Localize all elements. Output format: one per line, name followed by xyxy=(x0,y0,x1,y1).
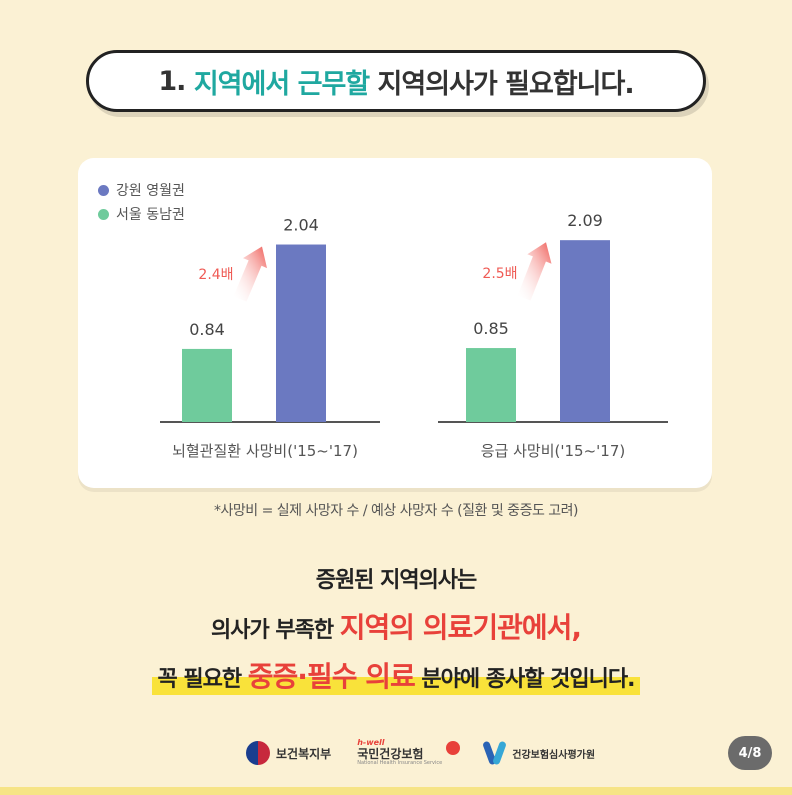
chart-legend: 강원 영월권 서울 동남권 xyxy=(98,178,185,226)
title-highlight-1: 지역에서 xyxy=(193,68,290,100)
message-line-3-pre: 꼭 필요한 xyxy=(157,667,248,692)
page-title: 1. 지역에서 근무할 지역의사가 필요합니다. xyxy=(86,50,706,112)
title-rest: 지역의사가 필요합니다. xyxy=(377,68,635,100)
chart-2-ratio-arrow xyxy=(517,242,552,301)
message-line-2-red: 지역의 의료기관에서, xyxy=(339,611,582,644)
logo-nhis-text: 국민건강보험 xyxy=(357,747,424,762)
chart-2-data-label-2: 2.09 xyxy=(567,211,603,230)
footnote: *사망비 = 실제 사망자 수 / 예상 사망자 수 (질환 및 중증도 고려) xyxy=(213,503,579,519)
logo-nhis-english: National Health Insurance Service xyxy=(357,760,443,767)
logo-mohw-text: 보건복지부 xyxy=(276,746,332,761)
page-number-badge: 4/8 xyxy=(728,736,772,770)
legend-swatch-gangwon xyxy=(98,184,109,196)
heart-icon xyxy=(446,740,461,755)
logo-hira: 건강보험심사평가원 xyxy=(482,740,596,766)
legend-item-gangwon: 강원 영월권 xyxy=(98,178,185,202)
legend-item-seoul: 서울 동남권 xyxy=(98,202,185,226)
taegeuk-icon xyxy=(246,741,270,765)
chart-1-ratio-arrow xyxy=(233,246,267,302)
chart-2-bar-1 xyxy=(466,348,516,422)
chart-2-bar-2 xyxy=(560,240,610,422)
legend-swatch-seoul xyxy=(98,208,109,220)
chart-1-bar-1 xyxy=(182,348,232,422)
chart-1-ratio-label: 2.4배 xyxy=(198,267,233,283)
logo-hira-text: 건강보험심사평가원 xyxy=(512,749,596,761)
message-line-1: 증원된 지역의사는 xyxy=(315,568,478,593)
chart-1-x-label: 뇌혈관질환 사망비('15~'17) xyxy=(172,442,358,460)
logo-nhis: h-well 국민건강보험 National Health Insurance … xyxy=(357,738,461,767)
legend-label-gangwon: 강원 영월권 xyxy=(116,183,185,199)
bottom-bar xyxy=(0,787,792,795)
message-line-3-post: 분야에 종사할 것입니다. xyxy=(414,667,635,692)
footer-logos: 보건복지부 h-well 국민건강보험 National Health Insu… xyxy=(246,738,621,768)
legend-label-seoul: 서울 동남권 xyxy=(116,207,185,223)
message-line-2: 의사가 부족한 지역의 의료기관에서, xyxy=(0,606,792,646)
hira-icon xyxy=(482,740,508,766)
title-prefix: 1. xyxy=(158,65,186,97)
message-line-3-highlight: 꼭 필요한 중증·필수 의료 분야에 종사할 것입니다. xyxy=(151,655,641,695)
logo-nhis-text-group: h-well 국민건강보험 National Health Insurance … xyxy=(357,738,443,767)
message-line-3-red: 중증·필수 의료 xyxy=(247,660,416,693)
title-highlight-2: 근무할 xyxy=(297,68,371,100)
logo-mohw: 보건복지부 xyxy=(246,741,331,765)
chart-2-x-label: 응급 사망비('15~'17) xyxy=(481,442,625,460)
message-line-2-pre: 의사가 부족한 xyxy=(211,618,340,643)
chart-1-bar-2 xyxy=(276,244,326,422)
message-line-3: 꼭 필요한 중증·필수 의료 분야에 종사할 것입니다. xyxy=(0,655,792,695)
chart-2-ratio-label: 2.5배 xyxy=(482,266,517,282)
chart-1-data-label-2: 2.04 xyxy=(283,216,319,235)
chart-1-data-label-1: 0.84 xyxy=(189,320,225,339)
chart-2-data-label-1: 0.85 xyxy=(473,319,509,338)
logo-nhis-hwell: h-well xyxy=(357,738,385,748)
